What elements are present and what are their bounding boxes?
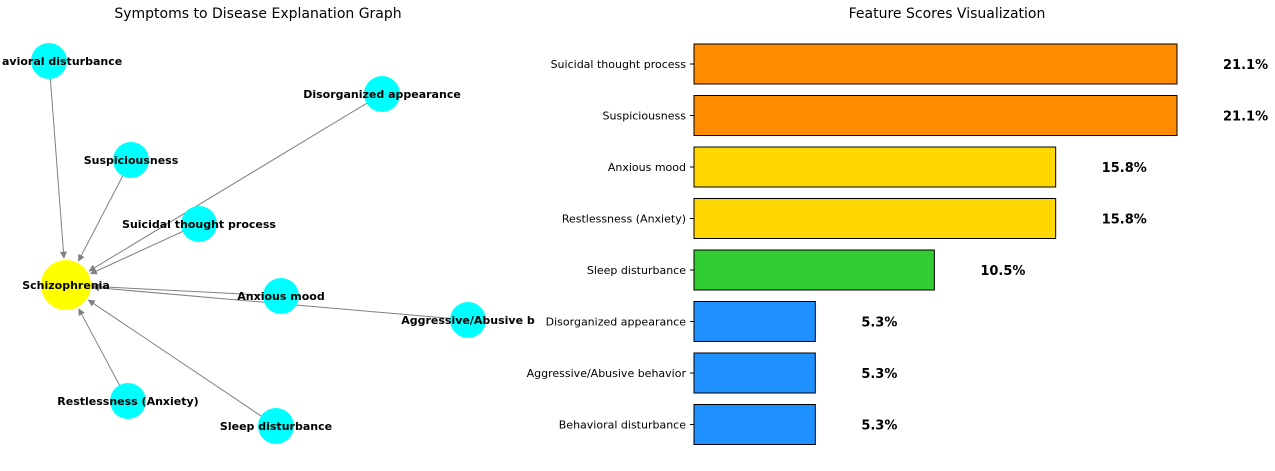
network-graph: Symptoms to Disease Explanation Graph av…: [2, 6, 535, 444]
y-tick-label-restlessness-anxiety: Restlessness (Anxiety): [562, 213, 686, 226]
node-behavioral-disturbance: [31, 43, 67, 79]
y-tick-label-behavioral-disturbance: Behavioral disturbance: [559, 419, 686, 432]
node-suspiciousness: [113, 142, 149, 178]
value-label-sleep-disturbance: 10.5%: [980, 264, 1025, 279]
bar-aggressive-abusive-behavior: [693, 352, 816, 394]
y-tick-label-aggressive-abusive-behavior: Aggressive/Abusive behavior: [527, 367, 687, 380]
node-aggressive-abusive-behavior: [450, 302, 486, 338]
value-label-restlessness-anxiety: 15.8%: [1102, 213, 1147, 228]
node-label-suspiciousness: Suspiciousness: [84, 154, 179, 167]
bar-marks: Suicidal thought process 21.1% Suspiciousn…: [527, 43, 1268, 445]
bar-suicidal-thought-process: [693, 43, 1178, 85]
graph-edges: [48, 60, 469, 427]
node-anxious-mood: [263, 278, 299, 314]
node-sleep-disturbance: [258, 408, 294, 444]
value-label-aggressive-abusive-behavior: 5.3%: [861, 367, 897, 382]
edge-suspiciousness: [78, 159, 132, 262]
node-disorganized-appearance: [364, 76, 400, 112]
edge-suicidal-thought-process: [89, 223, 200, 275]
edge-anxious-mood: [92, 283, 282, 297]
bar-anxious-mood: [693, 146, 1057, 188]
node-label-anxious-mood: Anxious mood: [237, 290, 324, 303]
bar-chart-title: Feature Scores Visualization: [849, 6, 1046, 22]
bar-chart: Feature Scores Visualization Suicidal th…: [527, 6, 1268, 445]
edge-behavioral-disturbance: [48, 60, 67, 259]
node-schizophrenia: [41, 260, 91, 310]
bar-suspiciousness: [693, 95, 1178, 136]
y-tick-label-suicidal-thought-process: Suicidal thought process: [551, 58, 687, 71]
y-tick-label-anxious-mood: Anxious mood: [608, 161, 686, 174]
node-label-schizophrenia: Schizophrenia: [22, 279, 110, 292]
graph-title: Symptoms to Disease Explanation Graph: [114, 6, 401, 22]
node-suicidal-thought-process: [181, 206, 217, 242]
bar-behavioral-disturbance: [693, 404, 816, 445]
node-label-sleep-disturbance: Sleep disturbance: [220, 420, 332, 433]
node-label-aggressive-abusive-behavior: Aggressive/Abusive b: [401, 314, 535, 327]
node-restlessness-anxiety: [110, 383, 146, 419]
node-label-behavioral-disturbance: avioral disturbance: [2, 55, 122, 68]
value-label-suspiciousness: 21.1%: [1223, 110, 1268, 125]
edge-sleep-disturbance: [87, 299, 277, 427]
node-label-restlessness-anxiety: Restlessness (Anxiety): [57, 395, 198, 408]
bar-disorganized-appearance: [693, 301, 816, 342]
bar-sleep-disturbance: [693, 249, 935, 291]
node-label-suicidal-thought-process: Suicidal thought process: [122, 218, 276, 231]
value-label-behavioral-disturbance: 5.3%: [861, 419, 897, 434]
graph-nodes: avioral disturbance Disorganized appearan…: [2, 43, 535, 444]
bar-restlessness-anxiety: [693, 198, 1057, 239]
y-tick-label-disorganized-appearance: Disorganized appearance: [546, 316, 687, 329]
node-label-disorganized-appearance: Disorganized appearance: [303, 88, 461, 101]
edge-disorganized-appearance: [88, 93, 383, 272]
y-tick-label-sleep-disturbance: Sleep disturbance: [587, 264, 686, 277]
y-tick-label-suspiciousness: Suspiciousness: [603, 110, 687, 123]
value-label-anxious-mood: 15.8%: [1102, 161, 1147, 176]
value-label-disorganized-appearance: 5.3%: [861, 316, 897, 331]
value-label-suicidal-thought-process: 21.1%: [1223, 58, 1268, 73]
